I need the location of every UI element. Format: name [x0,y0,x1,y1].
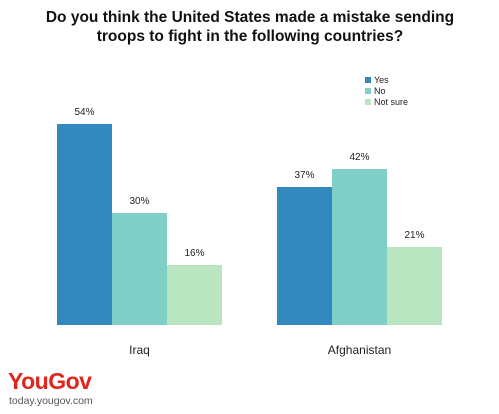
value-label: 30% [129,196,150,208]
x-tick-label: Iraq [129,343,150,357]
value-label: 16% [184,248,205,260]
legend-swatch [365,88,371,94]
bar [332,168,387,325]
value-label: 42% [349,151,370,163]
legend-swatch [365,77,371,83]
bar [277,187,332,325]
value-label: 37% [294,170,315,182]
bar [167,265,222,325]
logo: YouGov [8,368,92,394]
legend-label: No [374,86,386,96]
bar [387,246,442,325]
chart-title: Do you think the United States made a mi… [45,9,455,45]
bar [57,124,112,325]
bar [112,213,167,325]
value-label: 21% [404,229,425,241]
legend-label: Not sure [374,97,409,107]
legend-label: Yes [374,75,389,85]
x-tick-label: Afghanistan [327,343,392,357]
legend-swatch [365,99,371,105]
source: today.yougov.com [9,395,93,407]
value-label: 54% [74,107,95,119]
